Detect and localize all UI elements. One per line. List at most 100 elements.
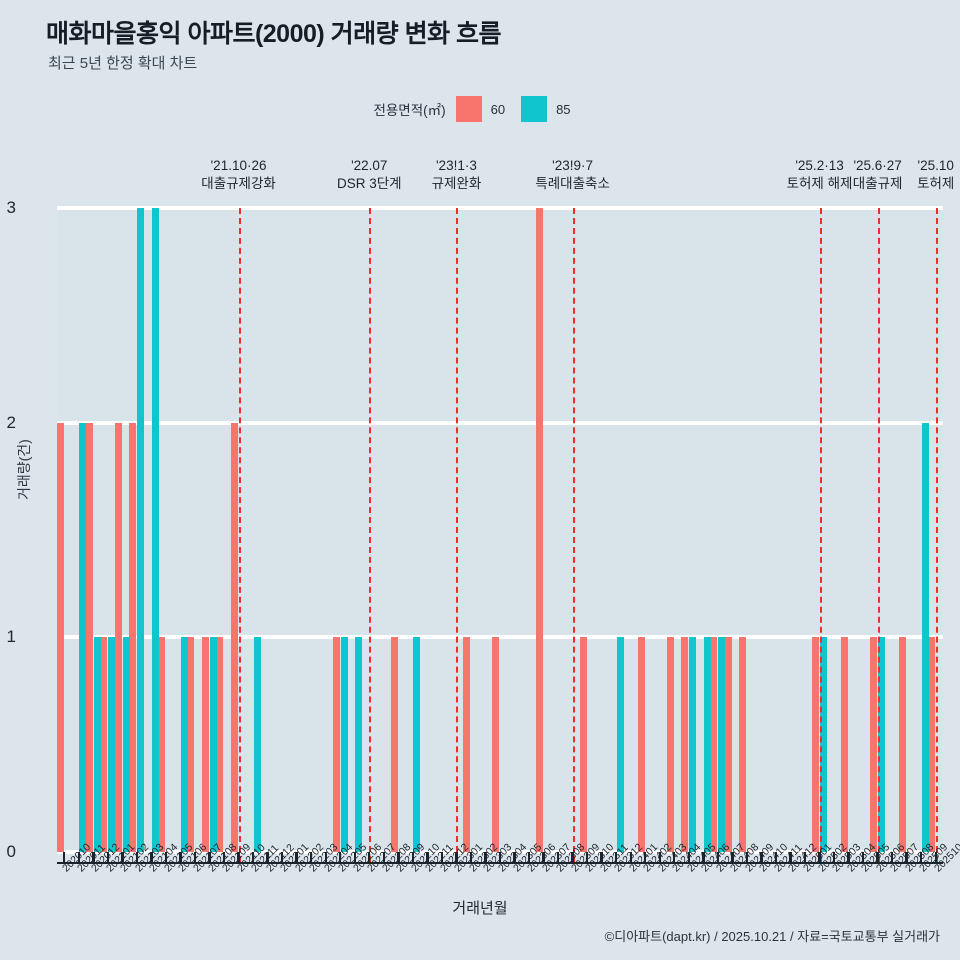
- annotation-date: '23!1·3: [435, 158, 477, 173]
- page-subtitle: 최근 5년 한정 확대 차트: [48, 55, 198, 72]
- bar[interactable]: [100, 637, 108, 852]
- x-tick: [382, 852, 385, 863]
- y-tick-label: 2: [6, 412, 16, 432]
- x-tick: [847, 852, 850, 863]
- x-tick: [818, 852, 821, 863]
- bar[interactable]: [137, 208, 145, 852]
- page-title: 매화마을홍익 아파트(2000) 거래량 변화 흐름: [46, 20, 502, 48]
- bar[interactable]: [253, 637, 261, 852]
- bar[interactable]: [689, 637, 697, 852]
- bar[interactable]: [878, 637, 886, 852]
- bar[interactable]: [637, 637, 645, 852]
- bar[interactable]: [870, 637, 878, 852]
- x-tick: [484, 852, 487, 863]
- gridline: [57, 635, 943, 640]
- chart-legend: 전용면적(㎡) 60 85: [0, 96, 960, 122]
- x-tick: [702, 852, 705, 863]
- bar[interactable]: [390, 637, 398, 852]
- bar[interactable]: [210, 637, 218, 852]
- x-tick: [121, 852, 124, 863]
- x-tick: [861, 852, 865, 863]
- x-tick: [803, 852, 807, 863]
- bar[interactable]: [811, 637, 819, 852]
- annotation-label: '25.6·27 대출규제: [798, 158, 958, 192]
- bar[interactable]: [340, 637, 348, 852]
- bar[interactable]: [114, 422, 122, 852]
- bar[interactable]: [108, 637, 116, 852]
- x-tick: [498, 852, 502, 863]
- x-tick: [266, 852, 269, 863]
- bar[interactable]: [201, 637, 209, 852]
- annotation-label: '25.10 토허제: [856, 158, 960, 192]
- legend-swatch-60: [455, 96, 482, 122]
- bar[interactable]: [85, 422, 93, 852]
- legend-item-85[interactable]: 85: [521, 96, 571, 122]
- y-tick-label: 1: [6, 627, 16, 647]
- bar[interactable]: [739, 637, 747, 852]
- x-tick: [673, 852, 676, 863]
- annotation-label: '25.2·13 토허제 해제: [740, 158, 900, 192]
- bar[interactable]: [122, 637, 130, 852]
- bar[interactable]: [840, 637, 848, 852]
- bar[interactable]: [710, 637, 718, 852]
- bar[interactable]: [79, 422, 87, 852]
- bar[interactable]: [355, 637, 363, 852]
- bar[interactable]: [724, 637, 732, 852]
- gridline: [57, 420, 943, 425]
- x-tick: [556, 852, 560, 863]
- bar[interactable]: [492, 637, 500, 852]
- x-tick: [920, 852, 923, 863]
- x-tick: [150, 852, 153, 863]
- bar[interactable]: [579, 637, 587, 852]
- x-tick: [353, 852, 356, 863]
- bar[interactable]: [413, 637, 421, 852]
- bar[interactable]: [158, 637, 166, 852]
- annotation-date: '21.10·26: [210, 158, 267, 173]
- bar[interactable]: [216, 637, 224, 852]
- x-tick: [440, 852, 444, 863]
- x-tick: [222, 852, 226, 863]
- x-tick: [527, 852, 531, 863]
- x-tick: [760, 852, 763, 863]
- bar[interactable]: [93, 637, 101, 852]
- bar[interactable]: [332, 637, 340, 852]
- bar[interactable]: [681, 637, 689, 852]
- bar[interactable]: [535, 208, 543, 852]
- x-tick: [135, 852, 139, 863]
- x-tick: [934, 852, 937, 863]
- x-tick: [280, 852, 284, 863]
- bar[interactable]: [129, 422, 137, 852]
- x-tick: [832, 852, 836, 863]
- annotation-line: [572, 208, 575, 862]
- bar[interactable]: [56, 422, 64, 852]
- bar[interactable]: [928, 637, 936, 852]
- bar[interactable]: [463, 637, 471, 852]
- bar[interactable]: [703, 637, 711, 852]
- annotation-date: '25.2·13: [795, 158, 844, 173]
- annotation-line: [238, 208, 241, 862]
- bar[interactable]: [718, 637, 726, 852]
- bar[interactable]: [820, 637, 828, 852]
- x-tick: [542, 852, 545, 863]
- annotation-line: [819, 208, 822, 862]
- annotation-date: '23!9·7: [552, 158, 594, 173]
- x-tick: [295, 852, 298, 863]
- x-tick: [585, 852, 589, 863]
- bar[interactable]: [152, 208, 159, 852]
- legend-item-60[interactable]: 60: [455, 96, 505, 122]
- bar[interactable]: [666, 637, 674, 852]
- bar[interactable]: [181, 637, 189, 852]
- x-tick: [629, 852, 632, 863]
- bar[interactable]: [616, 637, 624, 852]
- bar[interactable]: [230, 422, 238, 852]
- annotation-line: [369, 208, 372, 862]
- annotation-text: 토허제 해제: [786, 175, 853, 191]
- bar[interactable]: [921, 422, 929, 852]
- plot-area: [56, 206, 943, 862]
- y-tick-label: 3: [6, 198, 16, 217]
- x-tick: [251, 852, 255, 863]
- x-tick: [745, 852, 749, 863]
- bar[interactable]: [187, 637, 195, 852]
- bar[interactable]: [899, 637, 907, 852]
